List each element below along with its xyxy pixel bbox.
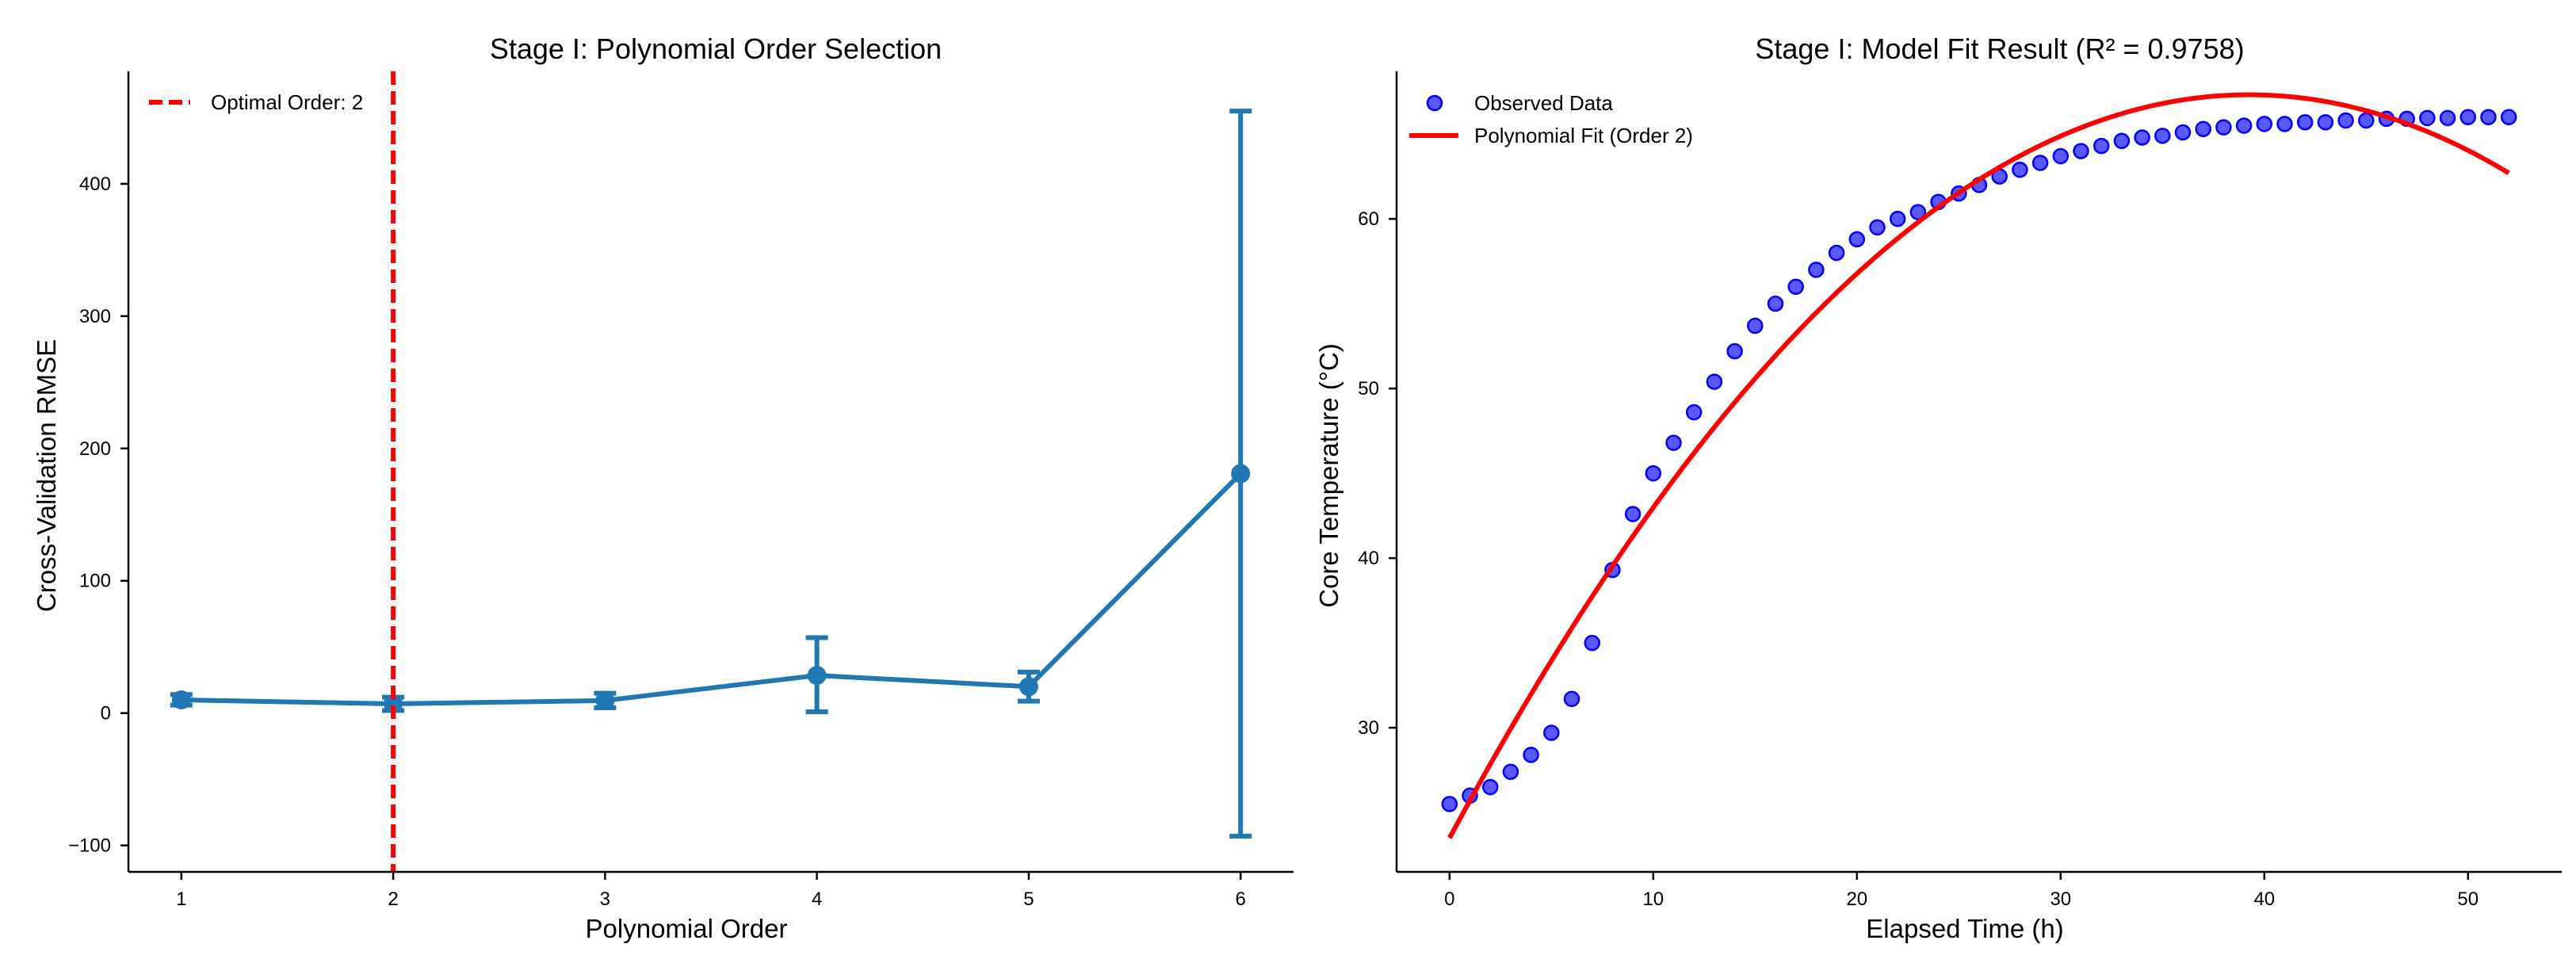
observed-point <box>2317 113 2334 131</box>
fit-x-ticks: 0 10 20 30 40 50 <box>1444 872 2479 910</box>
cv-y-tick-label: 0 <box>101 703 111 724</box>
fit-legend-observed-label: Observed Data <box>1474 91 1613 115</box>
observed-point <box>2134 129 2150 146</box>
fit-y-ticks: 30 40 50 60 <box>1358 208 1397 739</box>
cv-x-tick-label: 1 <box>176 889 186 910</box>
cv-x-tick-label: 3 <box>600 889 610 910</box>
cv-x-axis-label: Polynomial Order <box>586 914 788 943</box>
observed-point <box>1685 403 1703 421</box>
fit-x-tick-label: 0 <box>1444 889 1454 910</box>
cv-x-tick-label: 5 <box>1023 889 1034 910</box>
cv-point <box>384 694 403 713</box>
observed-point <box>2256 116 2273 132</box>
observed-point <box>1645 464 1662 482</box>
cv-point <box>807 666 827 686</box>
observed-point <box>2113 132 2131 149</box>
cv-y-ticks: −100 0 100 200 300 400 <box>68 174 128 857</box>
observed-point <box>1441 796 1458 812</box>
cv-x-tick-label: 4 <box>812 889 822 910</box>
observed-point <box>2296 113 2314 131</box>
cv-legend: Optimal Order: 2 <box>149 90 363 114</box>
cv-x-ticks: 1 2 3 4 5 6 <box>176 872 1246 910</box>
fit-legend: Observed Data Polynomial Fit (Order 2) <box>1409 91 1693 147</box>
fit-chart-marks <box>1441 92 2517 839</box>
cv-y-tick-label: −100 <box>68 835 111 857</box>
cv-y-tick-label: 400 <box>79 174 111 195</box>
cv-chart-marks <box>170 71 1252 872</box>
observed-point <box>2337 112 2354 129</box>
observed-point <box>1726 342 1743 360</box>
fit-y-tick-label: 60 <box>1358 208 1379 230</box>
observed-point <box>2093 137 2110 155</box>
cv-point <box>171 690 191 709</box>
observed-point <box>1848 231 1866 248</box>
observed-point <box>2031 155 2049 171</box>
fit-x-tick-label: 10 <box>1642 889 1664 910</box>
cv-rmse-line <box>181 472 1243 706</box>
cv-x-tick-label: 2 <box>388 889 398 910</box>
observed-point <box>2235 117 2253 134</box>
cv-point <box>595 690 615 710</box>
fit-y-tick-label: 40 <box>1358 548 1379 569</box>
observed-point <box>1747 317 1764 334</box>
fit-chart-title: Stage I: Model Fit Result (R² = 0.9758) <box>1755 32 2244 65</box>
observed-point <box>1481 778 1499 796</box>
observed-point <box>1523 747 1539 763</box>
observed-point <box>2358 112 2375 129</box>
observed-point <box>2195 120 2211 138</box>
fit-x-axis-label: Elapsed Time (h) <box>1866 914 2063 943</box>
cv-y-axis-label: Cross-Validation RMSE <box>32 339 61 612</box>
observed-point <box>1543 724 1560 741</box>
observed-point <box>1767 295 1784 312</box>
observed-point <box>2073 143 2089 159</box>
observed-point <box>1787 278 1804 296</box>
fit-x-tick-label: 30 <box>2050 889 2071 910</box>
observed-point <box>1706 373 1723 390</box>
observed-point <box>2012 161 2028 178</box>
fit-legend-fit-label: Polynomial Fit (Order 2) <box>1474 124 1693 147</box>
observed-point <box>1889 210 1906 227</box>
observed-point <box>2419 109 2436 127</box>
fit-y-axis-label: Core Temperature (°C) <box>1314 343 1343 608</box>
fit-y-tick-label: 30 <box>1358 717 1379 739</box>
cv-point <box>1231 464 1251 484</box>
fit-x-tick-label: 40 <box>2253 889 2275 910</box>
observed-point <box>1869 219 1886 236</box>
observed-point <box>2500 109 2517 126</box>
observed-point <box>2154 128 2171 144</box>
observed-point <box>2480 109 2497 126</box>
fit-y-tick-label: 50 <box>1358 378 1379 399</box>
cv-point <box>1019 677 1038 697</box>
fit-x-tick-label: 20 <box>1846 889 1867 910</box>
cv-y-tick-label: 200 <box>79 438 111 460</box>
cv-y-tick-label: 300 <box>79 306 111 327</box>
observed-point <box>2215 119 2232 136</box>
observed-point <box>2052 147 2070 165</box>
cv-x-tick-label: 6 <box>1236 889 1246 910</box>
cv-rmse-chart: Stage I: Polynomial Order Selection 1 2 3 4… <box>32 32 1294 943</box>
observed-point <box>2174 124 2192 141</box>
fit-legend-marker-icon <box>1426 94 1443 112</box>
observed-point <box>2276 116 2293 132</box>
observed-point <box>1808 262 1825 278</box>
observed-point <box>2459 109 2477 126</box>
cv-legend-label: Optimal Order: 2 <box>211 90 363 114</box>
fit-x-tick-label: 50 <box>2457 889 2479 910</box>
observed-point <box>1563 690 1580 707</box>
observed-point <box>1584 634 1600 652</box>
polynomial-fit-line <box>1447 92 2510 839</box>
cv-y-tick-label: 100 <box>79 571 111 592</box>
observed-point <box>1624 506 1642 522</box>
observed-point <box>2439 109 2456 127</box>
observed-point <box>1502 763 1519 780</box>
model-fit-chart: Stage I: Model Fit Result (R² = 0.9758) … <box>1314 32 2562 943</box>
observed-point <box>1665 434 1682 451</box>
cv-chart-title: Stage I: Polynomial Order Selection <box>490 32 942 65</box>
observed-point <box>1828 244 1845 262</box>
